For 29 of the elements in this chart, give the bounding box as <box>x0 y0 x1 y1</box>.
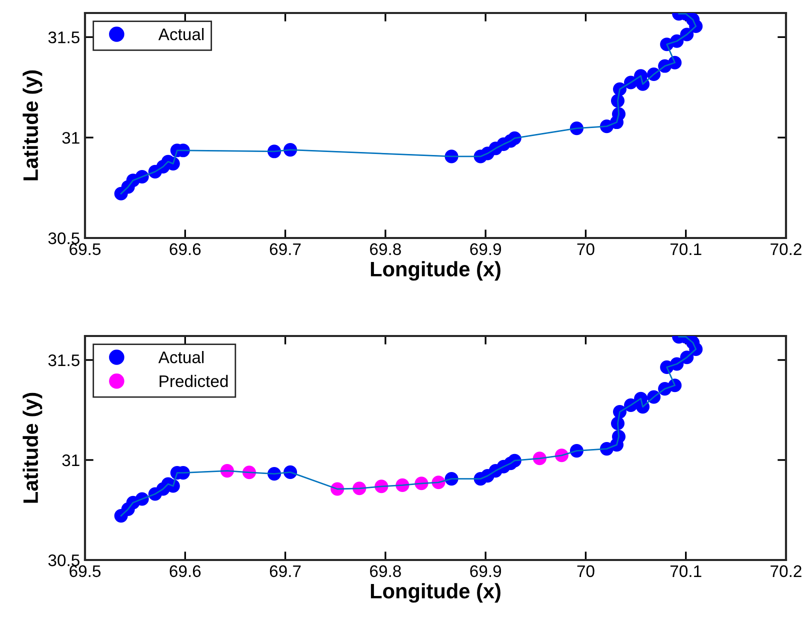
legend-label: Actual <box>158 351 204 364</box>
x-axis-title: Longitude (x) <box>370 583 500 603</box>
legend-label: Predicted <box>160 374 228 388</box>
x-tick-label: 69.8 <box>370 243 401 256</box>
x-tick-label: 69.9 <box>470 565 501 578</box>
x-tick-label: 70 <box>577 243 594 256</box>
x-tick-label: 69.7 <box>270 243 301 256</box>
y-tick-label: 31 <box>62 454 80 466</box>
x-tick-label: 69.9 <box>470 243 501 256</box>
x-tick-label: 70 <box>577 565 594 578</box>
x-tick-label: 70.2 <box>770 565 802 578</box>
y-tick-label: 31 <box>62 132 80 144</box>
y-tick-label: 30.5 <box>48 554 80 566</box>
x-tick-label: 70.1 <box>670 565 702 578</box>
x-tick-label: 69.5 <box>70 243 101 256</box>
legend-label: Actual <box>158 28 204 40</box>
x-axis-title: Longitude (x) <box>370 261 500 281</box>
x-tick-label: 69.7 <box>270 565 301 578</box>
x-tick-label: 70.2 <box>770 243 802 256</box>
y-axis-title: Latitude (y) <box>22 70 42 180</box>
y-tick-label: 31.5 <box>48 32 80 44</box>
x-tick-label: 69.6 <box>170 243 201 256</box>
y-axis-title: Latitude (y) <box>22 392 42 503</box>
y-tick-label: 30.5 <box>48 232 80 244</box>
x-tick-label: 69.5 <box>70 565 101 578</box>
x-tick-label: 70.1 <box>670 243 702 256</box>
x-tick-label: 69.6 <box>170 565 201 578</box>
x-tick-label: 69.8 <box>370 565 401 578</box>
y-tick-label: 31.5 <box>48 354 80 366</box>
